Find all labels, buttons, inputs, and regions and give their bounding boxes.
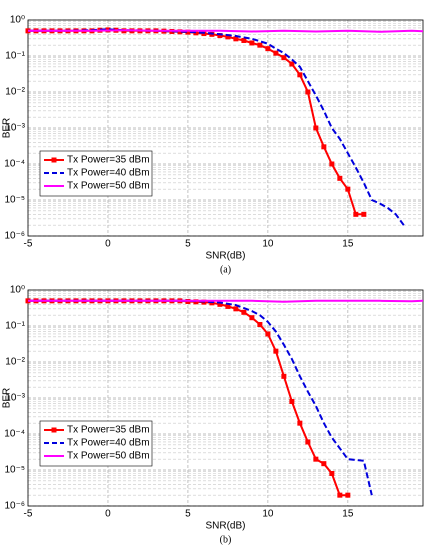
series-line	[28, 299, 424, 303]
marker	[265, 46, 271, 52]
x-tick-label: 5	[185, 239, 191, 250]
marker	[321, 461, 327, 467]
marker	[329, 470, 335, 476]
y-axis-label: BER	[2, 118, 13, 139]
marker	[273, 348, 279, 354]
x-tick-label: 10	[262, 239, 274, 250]
x-axis-label: SNR(dB)	[205, 251, 245, 262]
marker	[273, 50, 279, 56]
x-axis-label: SNR(dB)	[205, 521, 245, 532]
plot-frame	[27, 19, 424, 237]
y-tick-label: 10⁰	[10, 285, 25, 296]
legend-label: Tx Power=40 dBm	[67, 438, 150, 449]
x-tick-label: 15	[342, 509, 354, 520]
y-tick-label: 10⁻¹	[5, 321, 25, 332]
marker	[297, 420, 303, 426]
caption: (b)	[220, 534, 232, 545]
legend-label: Tx Power=35 dBm	[67, 425, 150, 436]
x-tick-label: -5	[24, 509, 33, 520]
marker	[241, 37, 247, 43]
y-tick-label: 10⁻²	[5, 87, 25, 98]
marker	[353, 211, 359, 217]
caption: (a)	[220, 264, 231, 275]
marker	[281, 373, 287, 379]
marker	[337, 175, 343, 181]
y-tick-label: 10⁻⁵	[4, 465, 25, 476]
marker	[217, 33, 223, 39]
legend-label: Tx Power=50 dBm	[67, 451, 150, 462]
x-tick-label: -5	[24, 239, 33, 250]
marker	[257, 322, 263, 328]
marker	[313, 456, 319, 462]
marker	[249, 315, 255, 321]
legend-label: Tx Power=50 dBm	[67, 181, 150, 192]
x-tick-label: 0	[105, 239, 111, 250]
marker	[289, 398, 295, 404]
y-tick-label: 10⁻³	[5, 393, 25, 404]
plot-frame	[27, 289, 424, 507]
marker	[329, 161, 335, 167]
y-tick-label: 10⁻⁶	[4, 501, 25, 512]
x-tick-label: 15	[342, 239, 354, 250]
marker	[305, 89, 311, 95]
legend-label: Tx Power=40 dBm	[67, 168, 150, 179]
x-tick-label: 10	[262, 509, 274, 520]
x-tick-label: 0	[105, 509, 111, 520]
marker	[305, 439, 311, 445]
marker	[257, 42, 263, 48]
legend-box	[39, 150, 153, 197]
y-tick-label: 10⁻¹	[5, 51, 25, 62]
marker	[249, 40, 255, 46]
marker	[217, 301, 223, 307]
marker	[185, 29, 191, 35]
y-axis-label: BER	[2, 388, 13, 409]
marker	[193, 30, 199, 36]
marker	[297, 72, 303, 78]
marker	[321, 144, 327, 150]
y-tick-label: 10⁻⁴	[4, 159, 25, 170]
marker	[281, 55, 287, 61]
series-line	[28, 29, 424, 33]
x-tick-label: 5	[185, 509, 191, 520]
chart: 10⁻⁶ 10⁻⁵ 10⁻⁴ 10⁻³ 10⁻² 10⁻¹ 10⁰ -5 0 5 10 15 Tx Po…	[2, 15, 424, 275]
marker	[265, 331, 271, 337]
chart: 10⁻⁶ 10⁻⁵ 10⁻⁴ 10⁻³ 10⁻² 10⁻¹ 10⁰ -5 0 5 10 15 Tx Po…	[2, 285, 424, 545]
y-tick-label: 10⁻⁶	[4, 231, 25, 242]
legend-box	[39, 420, 153, 467]
marker	[241, 309, 247, 315]
y-tick-label: 10⁻³	[5, 123, 25, 134]
marker	[337, 492, 343, 498]
y-tick-label: 10⁻⁵	[4, 195, 25, 206]
marker	[289, 61, 295, 67]
y-tick-label: 10⁻⁴	[4, 429, 25, 440]
marker	[225, 303, 231, 309]
y-tick-label: 10⁰	[10, 15, 25, 26]
marker	[233, 36, 239, 42]
marker	[313, 125, 319, 131]
y-tick-label: 10⁻²	[5, 357, 25, 368]
marker	[225, 34, 231, 40]
legend-marker	[51, 157, 57, 163]
marker	[345, 492, 351, 498]
legend-marker	[51, 427, 57, 433]
marker	[233, 306, 239, 312]
marker	[345, 186, 351, 192]
marker	[177, 29, 183, 35]
legend-label: Tx Power=35 dBm	[67, 155, 150, 166]
marker	[361, 211, 367, 217]
